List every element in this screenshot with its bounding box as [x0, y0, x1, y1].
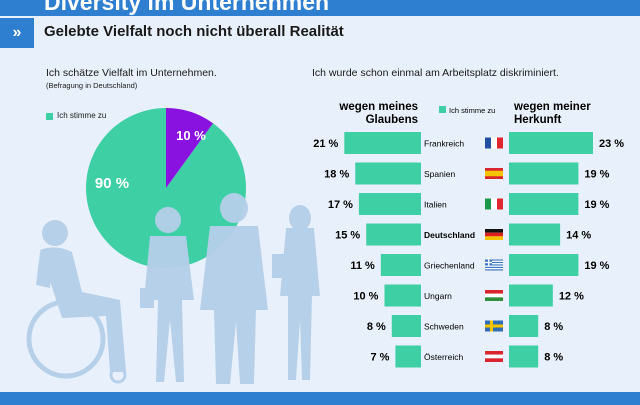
category-label-2: Italien [424, 200, 447, 210]
woman-headscarf-icon [272, 205, 320, 380]
flag-greece-icon [485, 259, 503, 271]
bar-left-6 [391, 315, 421, 337]
pie-slice-agree [85, 108, 246, 268]
value-label-right-7: 8 % [544, 352, 563, 364]
value-label-left-3: 15 % [335, 230, 360, 242]
value-label-right-5: 12 % [559, 291, 584, 303]
woman-figure-icon [140, 207, 194, 382]
bar-right-2 [509, 193, 579, 215]
footer-bar [0, 392, 640, 405]
bar-right-4 [509, 254, 579, 276]
pie-title: Ich schätze Vielfalt im Unternehmen. [46, 67, 217, 79]
bar-left-2 [358, 193, 421, 215]
bar-left-5 [384, 284, 421, 307]
value-label-left-0: 21 % [313, 138, 338, 150]
man-figure-icon [200, 193, 268, 384]
flag-hungary-icon [485, 290, 503, 301]
value-label-left-7: 7 % [370, 352, 389, 364]
flag-sweden-icon [485, 320, 503, 332]
bar-left-7 [395, 345, 421, 368]
flag-italy-icon [485, 198, 503, 210]
category-label-4: Griechenland [424, 261, 475, 271]
right-series-header: wegen meiner Herkunft [513, 101, 591, 126]
value-label-right-4: 19 % [584, 260, 609, 272]
value-label-right-3: 14 % [566, 230, 591, 242]
pie-legend-label: Ich stimme zu [57, 111, 107, 120]
pie-label-rest: 10 % [176, 128, 206, 143]
value-label-right-1: 19 % [584, 169, 609, 181]
bar-right-1 [509, 162, 579, 185]
bar-left-3 [366, 223, 421, 246]
pie-label-agree: 90 % [95, 175, 129, 192]
bar-legend-label: Ich stimme zu [449, 106, 495, 115]
flag-austria-icon [485, 351, 503, 362]
value-label-left-1: 18 % [324, 169, 349, 181]
people-illustration [26, 193, 320, 384]
bar-left-0 [344, 132, 421, 154]
header-bar: Diversity im Unternehmen [0, 0, 640, 16]
value-label-right-0: 23 % [599, 138, 624, 150]
chevron-icon: » [0, 18, 34, 48]
bar-left-1 [355, 162, 421, 185]
category-label-6: Schweden [424, 322, 464, 332]
page-subtitle: Gelebte Vielfalt noch nicht überall Real… [44, 23, 344, 40]
pie-chart: 90 % 10 % [85, 108, 246, 268]
category-label-7: Österreich [424, 352, 463, 362]
category-label-1: Spanien [424, 169, 455, 179]
bar-right-0 [509, 132, 593, 154]
pie-subtitle: (Befragung in Deutschland) [46, 81, 138, 90]
bar-right-6 [509, 315, 539, 337]
category-label-3: Deutschland [424, 230, 475, 240]
bar-right-5 [509, 284, 553, 307]
bar-title: Ich wurde schon einmal am Arbeitsplatz d… [312, 67, 559, 79]
flag-germany-icon [485, 229, 503, 240]
category-label-5: Ungarn [424, 291, 452, 301]
pie-slice-rest [166, 108, 214, 188]
bar-legend-swatch [439, 106, 446, 113]
subtitle-bar: » Gelebte Vielfalt noch nicht überall Re… [0, 18, 640, 48]
value-label-left-4: 11 % [350, 260, 375, 272]
pie-legend-swatch [46, 113, 53, 120]
value-label-right-2: 19 % [584, 199, 609, 211]
category-label-0: Frankreich [424, 139, 464, 149]
bar-right-3 [509, 223, 561, 246]
wheelchair-user-icon [26, 220, 127, 384]
page-title: Diversity im Unternehmen [44, 0, 330, 15]
value-label-right-6: 8 % [544, 321, 563, 333]
flag-france-icon [485, 137, 503, 149]
flag-spain-icon [485, 168, 503, 179]
value-label-left-6: 8 % [367, 321, 386, 333]
value-label-left-5: 10 % [353, 291, 378, 303]
value-label-left-2: 17 % [328, 199, 353, 211]
left-series-header: wegen meines Glaubens [338, 101, 418, 126]
bar-right-7 [509, 345, 539, 368]
bar-chart: wegen meines Glaubens wegen meiner Herkunft… [313, 101, 624, 368]
bar-left-4 [380, 254, 421, 276]
